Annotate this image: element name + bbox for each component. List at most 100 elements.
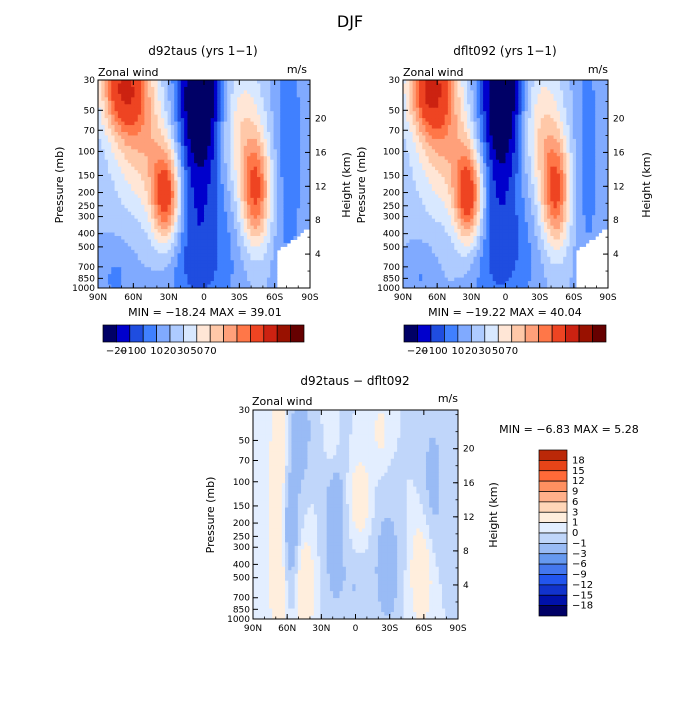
contour-cell (457, 122, 461, 126)
contour-cell (250, 205, 254, 209)
contour-cell (287, 222, 291, 226)
contour-cell (586, 90, 590, 94)
contour-cell (168, 170, 172, 174)
contour-cell (224, 80, 228, 84)
contour-cell (419, 101, 423, 105)
contour-cell (448, 101, 452, 105)
contour-cell (413, 101, 417, 105)
contour-cell (204, 170, 208, 174)
contour-cell (134, 149, 138, 153)
contour-cell (118, 129, 122, 133)
contour-cell (118, 101, 122, 105)
contour-cell (257, 194, 261, 198)
contour-cell (174, 253, 178, 257)
contour-cell (432, 118, 436, 122)
contour-cell (115, 118, 119, 122)
contour-cell (141, 129, 145, 133)
contour-cell (154, 160, 158, 164)
contour-cell (483, 111, 487, 115)
contour-cell (121, 184, 125, 188)
contour-cell (224, 146, 228, 150)
contour-cell (164, 174, 168, 178)
contour-cell (257, 132, 261, 136)
contour-cell (493, 125, 497, 129)
contour-cell (416, 104, 420, 108)
contour-cell (244, 118, 248, 122)
contour-cell (300, 101, 304, 105)
contour-cell (240, 167, 244, 171)
contour-cell (416, 118, 420, 122)
contour-cell (158, 184, 162, 188)
contour-cell (204, 205, 208, 209)
contour-cell (489, 94, 493, 98)
contour-cell (128, 90, 132, 94)
contour-cell (237, 250, 241, 254)
contour-cell (570, 80, 574, 84)
contour-cell (158, 83, 162, 87)
contour-cell (502, 104, 506, 108)
contour-cell (254, 215, 258, 219)
contour-cell (589, 97, 593, 101)
contour-cell (231, 198, 235, 202)
contour-cell (174, 205, 178, 209)
contour-cell (214, 212, 218, 216)
contour-cell (105, 208, 109, 212)
contour-cell (125, 181, 129, 185)
contour-cell (602, 108, 606, 112)
contour-cell (125, 205, 129, 209)
contour-cell (257, 278, 261, 282)
contour-cell (260, 142, 264, 146)
contour-cell (148, 160, 152, 164)
contour-cell (207, 250, 211, 254)
contour-cell (293, 132, 297, 136)
contour-cell (128, 80, 132, 84)
contour-cell (506, 83, 510, 87)
contour-cell (197, 208, 201, 212)
contour-cell (184, 174, 188, 178)
contour-cell (194, 160, 198, 164)
contour-cell (416, 111, 420, 115)
contour-cell (154, 177, 158, 181)
contour-cell (191, 139, 195, 143)
contour-cell (164, 163, 168, 167)
contour-cell (148, 205, 152, 209)
contour-cell (448, 97, 452, 101)
contour-cell (250, 153, 254, 157)
contour-cell (486, 83, 490, 87)
contour-cell (240, 122, 244, 126)
contour-cell (284, 167, 288, 171)
contour-cell (244, 274, 248, 278)
contour-cell (274, 243, 278, 247)
contour-cell (178, 87, 182, 91)
contour-cell (141, 135, 145, 139)
contour-cell (518, 94, 522, 98)
contour-cell (168, 97, 172, 101)
contour-cell (171, 80, 175, 84)
contour-cell (280, 104, 284, 108)
contour-cell (221, 233, 225, 237)
contour-cell (267, 274, 271, 278)
contour-cell (528, 115, 532, 119)
contour-cell (518, 129, 522, 133)
contour-cell (477, 80, 481, 84)
contour-cell (244, 271, 248, 275)
contour-cell (595, 80, 599, 84)
contour-cell (131, 122, 135, 126)
contour-cell (204, 278, 208, 282)
contour-cell (178, 191, 182, 195)
contour-cell (413, 125, 417, 129)
contour-cell (448, 135, 452, 139)
contour-cell (300, 208, 304, 212)
contour-cell (141, 212, 145, 216)
contour-cell (461, 101, 465, 105)
contour-cell (128, 125, 132, 129)
contour-cell (290, 135, 294, 139)
contour-cell (164, 101, 168, 105)
contour-cell (214, 80, 218, 84)
contour-cell (416, 83, 420, 87)
contour-cell (303, 156, 307, 160)
contour-cell (518, 132, 522, 136)
contour-cell (413, 135, 417, 139)
contour-cell (406, 125, 410, 129)
contour-cell (217, 243, 221, 247)
